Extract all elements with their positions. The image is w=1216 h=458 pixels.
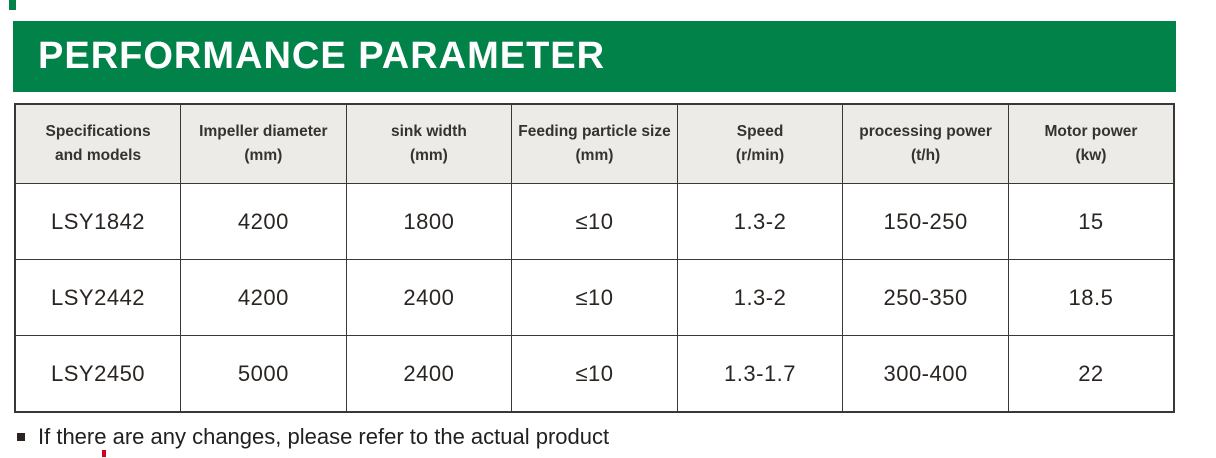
- model-cell: LSY2450: [14, 335, 182, 413]
- section-header-banner: PERFORMANCE PARAMETER: [13, 21, 1176, 92]
- column-header-2: Impeller diameter (mm): [180, 103, 347, 184]
- performance-parameter-table: Specifications and models Impeller diamete…: [14, 103, 1175, 413]
- red-dash-mark: [102, 450, 106, 457]
- column-header-7: Motor power (kw): [1007, 103, 1175, 184]
- value-cell: 1.3-1.7: [676, 335, 844, 413]
- table-row: LSY1842 4200 1800 ≤10 1.3-2 150-250 15: [14, 183, 1175, 260]
- value-cell: ≤10: [511, 183, 678, 260]
- column-header-1: Specifications and models: [14, 103, 182, 184]
- value-cell: 1.3-2: [676, 183, 844, 260]
- value-cell: 4200: [180, 183, 347, 260]
- column-header-3: sink width (mm): [345, 103, 513, 184]
- table-body: LSY1842 4200 1800 ≤10 1.3-2 150-250 15 LSY2442 4…: [14, 183, 1175, 413]
- value-cell: 150-250: [842, 183, 1009, 260]
- column-header-4: Feeding particle size (mm): [511, 103, 678, 184]
- value-cell: 2400: [345, 335, 513, 413]
- page-title: PERFORMANCE PARAMETER: [38, 35, 606, 77]
- value-cell: 1800: [345, 183, 513, 260]
- table-row: LSY2450 5000 2400 ≤10 1.3-1.7 300-400 22: [14, 335, 1175, 413]
- value-cell: 22: [1007, 335, 1175, 413]
- corner-green-mark: [9, 0, 16, 10]
- value-cell: 5000: [180, 335, 347, 413]
- table-row: LSY2442 4200 2400 ≤10 1.3-2 250-350 18.5: [14, 259, 1175, 336]
- table-header: Specifications and models Impeller diamete…: [14, 103, 1175, 184]
- value-cell: ≤10: [511, 335, 678, 413]
- value-cell: ≤10: [511, 259, 678, 336]
- value-cell: 1.3-2: [676, 259, 844, 336]
- footnote-text: If there are any changes, please refer t…: [38, 424, 610, 449]
- table-header-row: Specifications and models Impeller diamete…: [14, 103, 1175, 184]
- model-cell: LSY2442: [14, 259, 182, 336]
- value-cell: 18.5: [1007, 259, 1175, 336]
- value-cell: 300-400: [842, 335, 1009, 413]
- value-cell: 15: [1007, 183, 1175, 260]
- column-header-6: processing power (t/h): [842, 103, 1009, 184]
- column-header-5: Speed (r/min): [676, 103, 844, 184]
- value-cell: 250-350: [842, 259, 1009, 336]
- value-cell: 4200: [180, 259, 347, 336]
- bullet-square-icon: [17, 433, 25, 441]
- model-cell: LSY1842: [14, 183, 182, 260]
- value-cell: 2400: [345, 259, 513, 336]
- footnote: If there are any changes, please refer t…: [17, 424, 609, 450]
